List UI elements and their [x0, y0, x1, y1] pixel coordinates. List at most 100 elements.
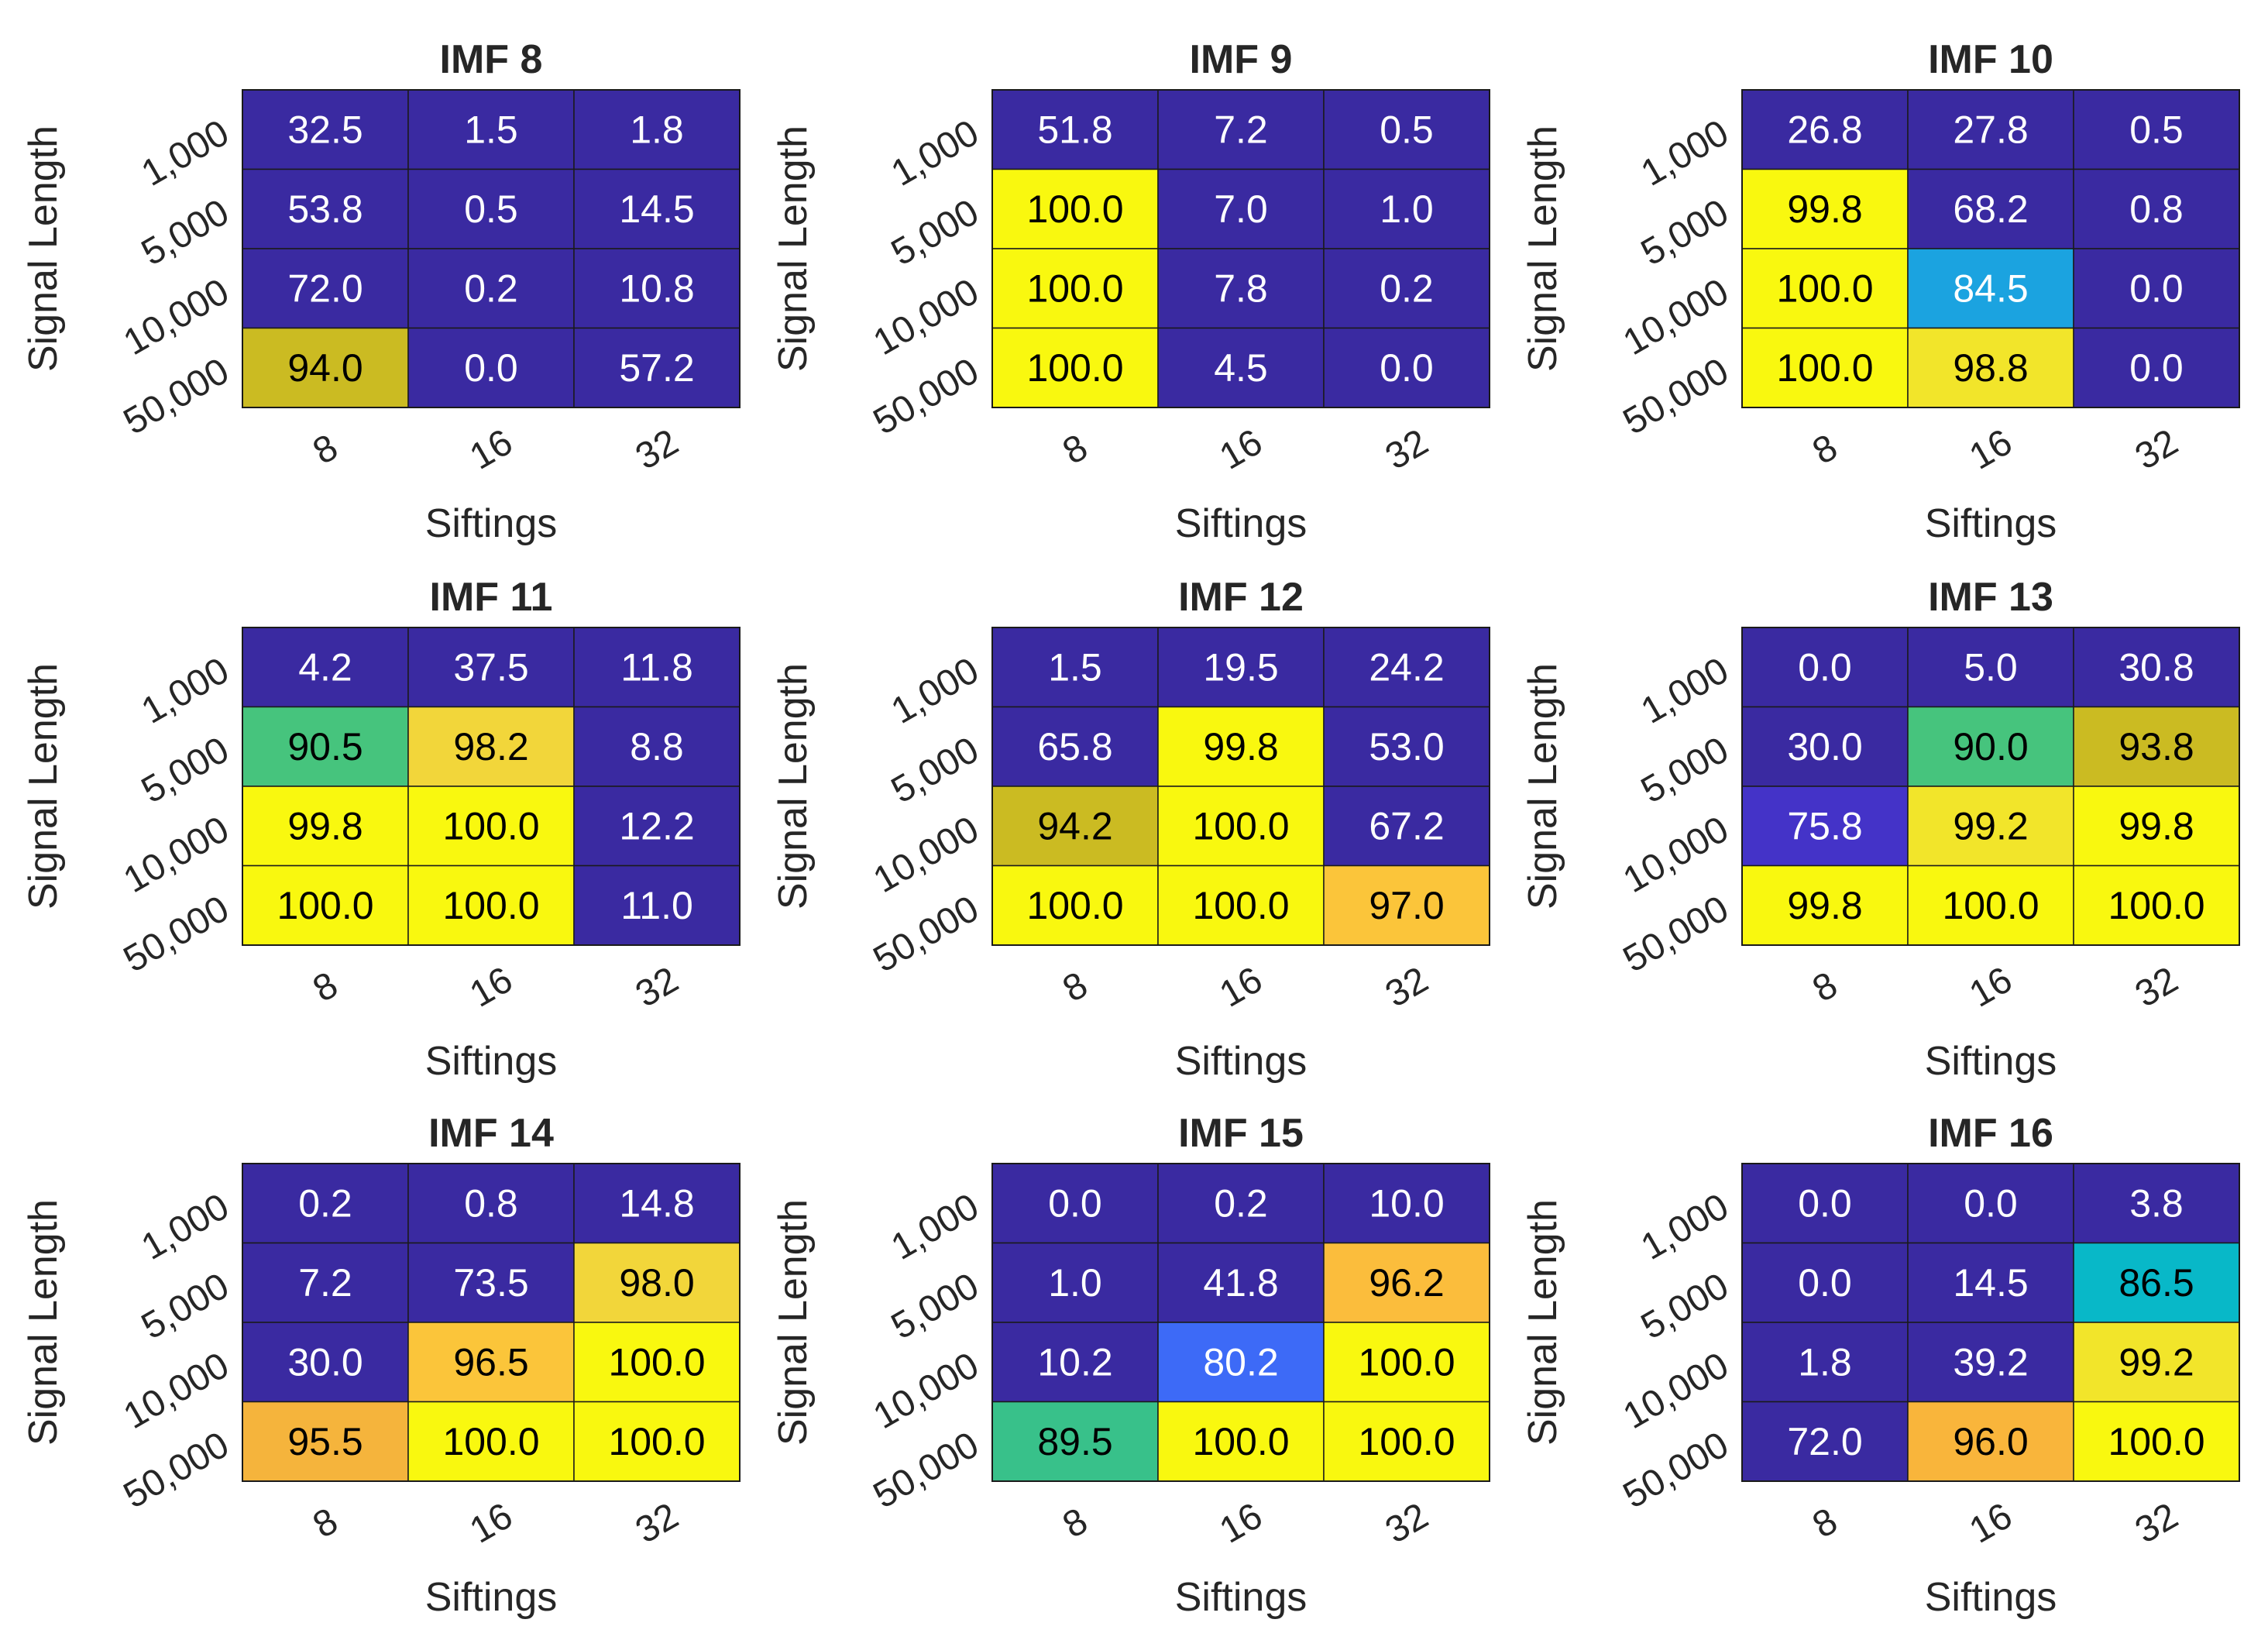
cell-value-label: 30.0 — [1787, 725, 1862, 768]
y-tick-label: 5,000 — [1634, 1265, 1736, 1347]
heatmap-cell — [1741, 89, 1909, 170]
cell-value-label: 100.0 — [2108, 884, 2204, 927]
heatmap-cell — [1157, 1322, 1325, 1403]
heatmap-cell — [573, 865, 741, 946]
y-tick-label: 10,000 — [867, 809, 986, 901]
cell-value-label: 96.2 — [1369, 1261, 1444, 1305]
cell-value-label: 1.5 — [1048, 645, 1102, 689]
heatmap-cell — [573, 1401, 741, 1482]
heatmap-cell — [573, 786, 741, 867]
cell-value-label: 99.2 — [1953, 804, 2028, 848]
cell-value-label: 10.2 — [1037, 1340, 1112, 1384]
x-axis-label: Siftings — [1175, 501, 1308, 546]
cell-value-label: 73.5 — [453, 1261, 528, 1305]
y-tick-label: 50,000 — [867, 1424, 986, 1516]
heatmap-panel: IMF 8 32.5 1.5 1.8 53.8 0.5 14.5 72.0 0.2 10.8 94.… — [21, 37, 741, 546]
cell-value-label: 32.5 — [287, 108, 363, 151]
heatmap-cell — [1157, 1401, 1325, 1482]
cell-value-label: 1.8 — [630, 108, 684, 151]
y-tick-label: 10,000 — [1617, 809, 1736, 901]
x-tick-label: 8 — [1806, 964, 1844, 1010]
cell-value-label: 100.0 — [1026, 266, 1123, 310]
heatmap-cell — [1157, 865, 1325, 946]
heatmap-cell — [1907, 627, 2074, 708]
heatmap-cell — [242, 706, 409, 787]
heatmap-cell — [1157, 248, 1325, 329]
y-tick-label: 50,000 — [1617, 350, 1736, 442]
heatmap-cell — [1323, 865, 1490, 946]
cell-value-label: 100.0 — [608, 1340, 705, 1384]
plot-border — [242, 1163, 741, 1482]
y-tick-label: 50,000 — [117, 350, 236, 442]
x-tick-label: 8 — [1056, 1501, 1094, 1546]
x-axis-label: Siftings — [1925, 1575, 2057, 1620]
plot-border — [242, 627, 741, 946]
x-tick-label: 8 — [306, 1501, 345, 1546]
heatmap-cell — [1157, 327, 1325, 408]
y-axis-label: Signal Length — [1521, 1199, 1565, 1446]
y-tick-label: 50,000 — [117, 1424, 236, 1516]
plot-border — [1741, 89, 2240, 408]
y-tick-label: 5,000 — [1634, 191, 1736, 273]
heatmap-panel: IMF 11 4.2 37.5 11.8 90.5 98.2 8.8 99.8 100.0 12.… — [21, 575, 741, 1084]
y-tick-label: 5,000 — [135, 191, 236, 273]
cell-value-label: 37.5 — [453, 645, 528, 689]
panel-title: IMF 11 — [430, 575, 553, 620]
cell-value-label: 100.0 — [1026, 346, 1123, 390]
cell-value-label: 100.0 — [442, 884, 539, 927]
x-tick-label: 16 — [463, 421, 520, 478]
cell-value-label: 1.5 — [464, 108, 518, 151]
y-tick-label: 10,000 — [1617, 271, 1736, 363]
cell-value-label: 75.8 — [1787, 804, 1862, 848]
cell-value-label: 94.0 — [287, 346, 363, 390]
y-tick-label: 10,000 — [1617, 1345, 1736, 1437]
heatmap-cell — [1907, 1242, 2074, 1323]
panel-title: IMF 14 — [428, 1111, 554, 1156]
cell-value-label: 99.8 — [2119, 804, 2194, 848]
heatmap-cell — [1907, 1401, 2074, 1482]
cell-value-label: 14.5 — [1953, 1261, 2028, 1305]
y-tick-label: 10,000 — [117, 271, 236, 363]
cell-value-label: 100.0 — [1358, 1340, 1455, 1384]
y-axis-label: Signal Length — [1521, 125, 1565, 372]
cell-value-label: 93.8 — [2119, 725, 2194, 768]
cell-value-label: 100.0 — [1192, 884, 1289, 927]
heatmap-cell — [1323, 1242, 1490, 1323]
plot-border — [242, 89, 741, 408]
cell-value-label: 100.0 — [1776, 266, 1873, 310]
x-tick-label: 32 — [1379, 959, 1435, 1016]
cell-value-label: 0.0 — [1048, 1181, 1102, 1225]
x-tick-label: 32 — [629, 421, 686, 478]
heatmap-cell — [2073, 1401, 2240, 1482]
cell-value-label: 30.0 — [287, 1340, 363, 1384]
heatmap-cell — [407, 1322, 575, 1403]
heatmap-cell — [407, 786, 575, 867]
cell-value-label: 100.0 — [1358, 1420, 1455, 1463]
heatmap-cell — [573, 1163, 741, 1244]
heatmap-cell — [242, 1401, 409, 1482]
heatmap-cell — [573, 1322, 741, 1403]
heatmap-cell — [1157, 89, 1325, 170]
cell-value-label: 7.8 — [1214, 266, 1268, 310]
cell-value-label: 100.0 — [1776, 346, 1873, 390]
cell-value-label: 100.0 — [442, 804, 539, 848]
cell-value-label: 98.0 — [619, 1261, 694, 1305]
x-tick-label: 8 — [1806, 427, 1844, 473]
y-tick-label: 1,000 — [885, 112, 986, 194]
plot-border — [991, 1163, 1490, 1482]
heatmap-cell — [407, 1242, 575, 1323]
cell-value-label: 84.5 — [1953, 266, 2028, 310]
heatmap-cell — [242, 865, 409, 946]
x-tick-label: 16 — [1213, 421, 1270, 478]
heatmap-cell — [1323, 706, 1490, 787]
cell-value-label: 12.2 — [619, 804, 694, 848]
heatmap-cell — [1907, 1163, 2074, 1244]
cell-value-label: 1.0 — [1380, 187, 1434, 231]
x-tick-label: 16 — [1213, 1495, 1270, 1552]
cell-value-label: 89.5 — [1037, 1420, 1112, 1463]
cell-value-label: 0.0 — [2129, 346, 2184, 390]
x-axis-label: Siftings — [1175, 1039, 1308, 1084]
y-tick-label: 10,000 — [867, 271, 986, 363]
cell-value-label: 90.0 — [1953, 725, 2028, 768]
